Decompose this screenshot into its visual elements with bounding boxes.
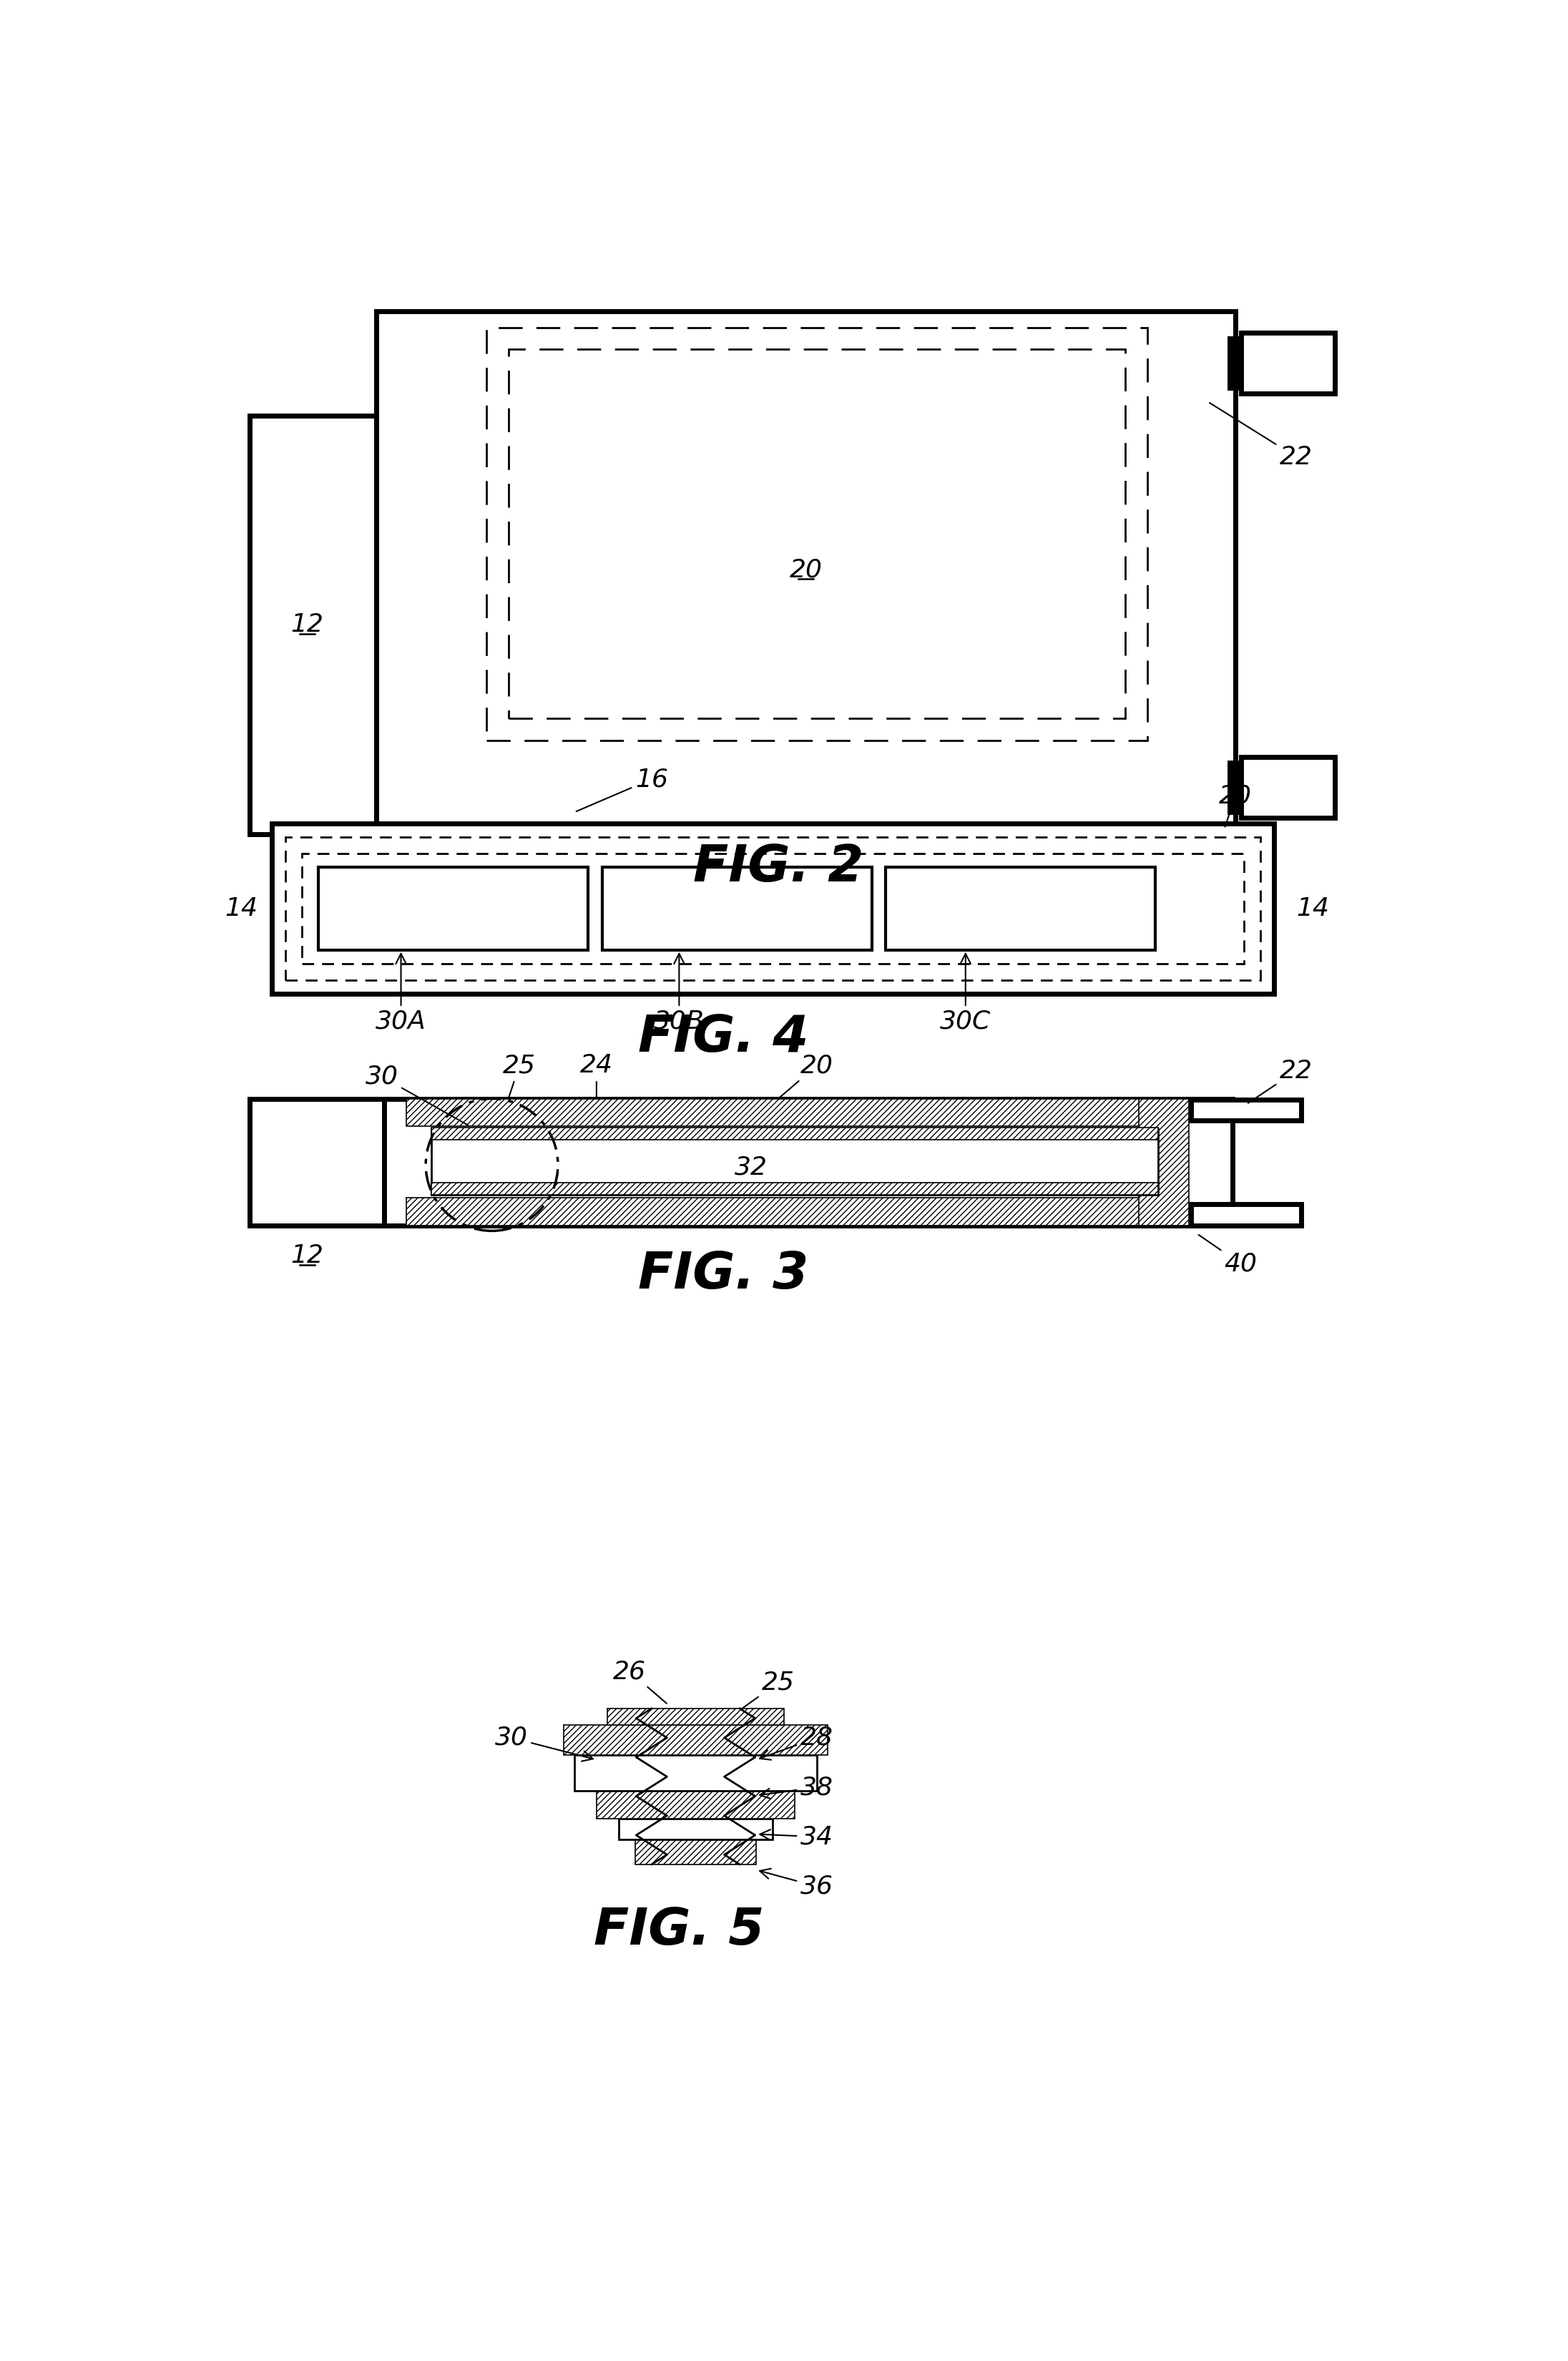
Bar <box>607 1709 784 1726</box>
Text: 30C: 30C <box>941 954 991 1034</box>
Bar <box>431 1183 1159 1195</box>
Text: 22: 22 <box>1209 404 1312 470</box>
Bar <box>886 866 1156 949</box>
Text: 26: 26 <box>613 1660 666 1702</box>
Bar <box>249 1098 387 1225</box>
Text: 30: 30 <box>494 1726 593 1761</box>
Text: 25: 25 <box>742 1672 795 1709</box>
Bar <box>574 1754 817 1792</box>
Bar <box>486 328 1148 741</box>
Text: 20: 20 <box>1218 784 1251 826</box>
Text: 14: 14 <box>1297 897 1330 921</box>
Bar <box>508 349 1126 718</box>
Bar <box>301 852 1243 963</box>
Bar <box>1229 763 1334 812</box>
Text: FIG. 3: FIG. 3 <box>638 1251 809 1299</box>
Bar <box>1138 1098 1189 1225</box>
Text: 20: 20 <box>789 557 822 581</box>
Bar <box>563 1726 828 1754</box>
Bar <box>596 1792 795 1818</box>
Text: 32: 32 <box>734 1155 767 1180</box>
Bar <box>602 866 872 949</box>
Text: FIG. 2: FIG. 2 <box>693 843 864 892</box>
Bar <box>1229 338 1334 387</box>
Bar <box>618 1818 773 1839</box>
Text: 12: 12 <box>292 1244 323 1268</box>
Bar <box>406 1098 1160 1126</box>
Bar <box>249 416 376 833</box>
Text: 24: 24 <box>580 1053 613 1096</box>
Text: 30A: 30A <box>376 954 426 1034</box>
Text: 16: 16 <box>577 767 668 812</box>
Bar <box>271 824 1273 994</box>
Bar <box>285 836 1261 980</box>
Bar <box>406 1197 1160 1225</box>
Bar <box>635 1839 756 1865</box>
Text: 30B: 30B <box>654 954 704 1034</box>
Text: 40: 40 <box>1198 1235 1258 1275</box>
Text: 14: 14 <box>224 897 257 921</box>
Bar <box>1240 758 1334 817</box>
Text: 34: 34 <box>760 1825 833 1849</box>
Bar <box>384 1098 1232 1225</box>
Text: FIG. 4: FIG. 4 <box>638 1013 809 1062</box>
Bar <box>431 1129 1159 1195</box>
Text: 20: 20 <box>779 1053 833 1098</box>
Bar <box>318 866 588 949</box>
Bar <box>376 312 1236 833</box>
Text: 12: 12 <box>292 614 323 637</box>
Bar <box>1192 1204 1301 1225</box>
Text: 22: 22 <box>1248 1060 1312 1103</box>
Bar <box>1240 333 1334 394</box>
Text: 36: 36 <box>760 1868 833 1898</box>
Bar <box>1192 1100 1301 1121</box>
Text: 28: 28 <box>759 1726 833 1759</box>
Bar <box>431 1129 1159 1140</box>
Text: 38: 38 <box>760 1775 833 1799</box>
Text: FIG. 5: FIG. 5 <box>594 1905 764 1955</box>
Text: 25: 25 <box>503 1053 536 1098</box>
Text: 30: 30 <box>365 1065 469 1126</box>
